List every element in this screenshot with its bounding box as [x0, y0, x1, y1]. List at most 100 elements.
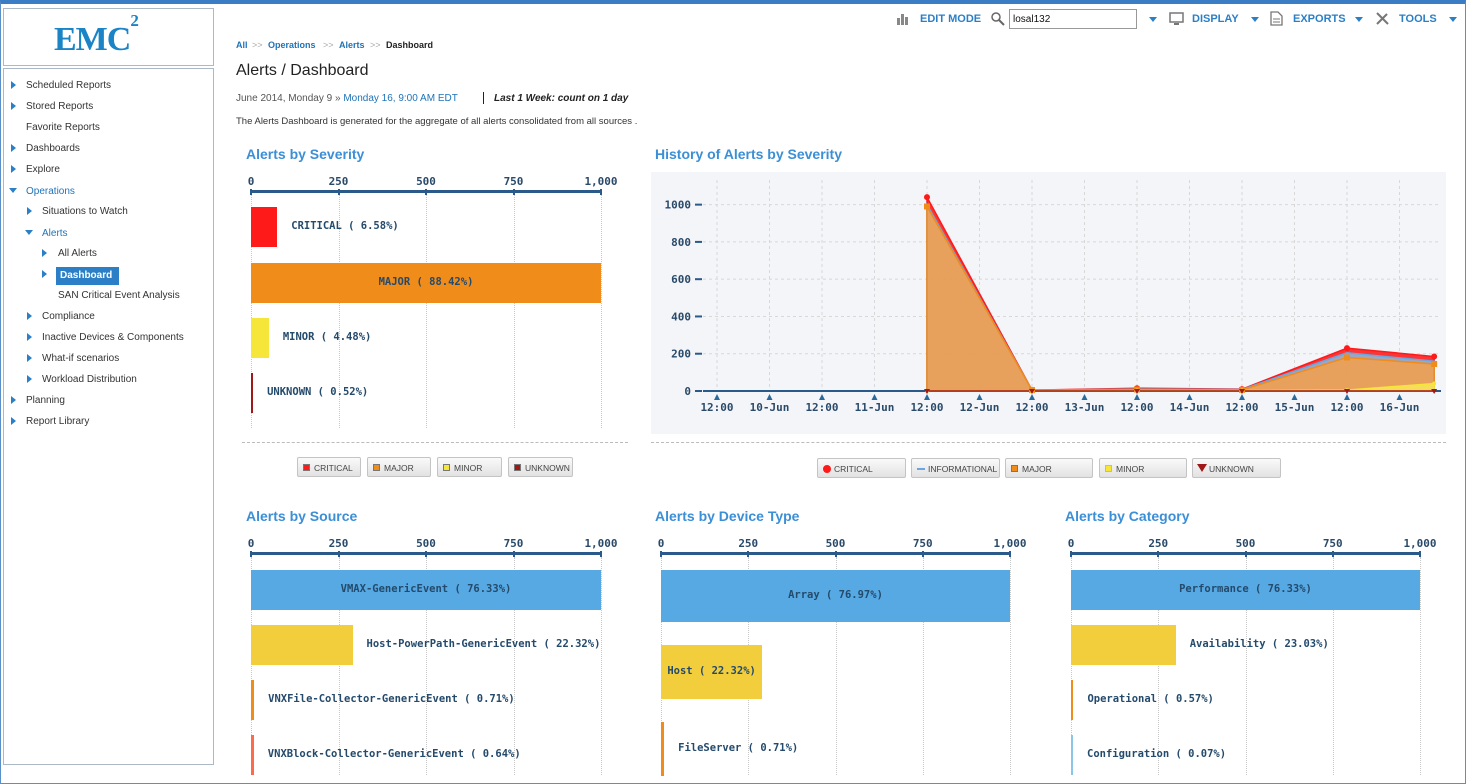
sidebar-item-dashboards[interactable]: Dashboards [26, 143, 80, 154]
expand-arrow-icon[interactable] [11, 165, 16, 173]
sidebar-item-planning[interactable]: Planning [26, 395, 65, 406]
date-end[interactable]: Monday 16, 9:00 AM EDT [343, 93, 458, 104]
x-tick-label: 10-Jun [750, 401, 790, 414]
legend-minor[interactable]: MINOR [1099, 458, 1187, 478]
expand-arrow-icon[interactable] [11, 81, 16, 89]
sidebar-item-inactive-devices[interactable]: Inactive Devices & Components [42, 332, 184, 343]
bar-label: Configuration ( 0.07%) [1087, 748, 1227, 760]
breadcrumb-alerts[interactable]: Alerts [339, 40, 365, 50]
x-tick-label: 12:00 [700, 401, 733, 414]
tools-wrench-icon[interactable] [1375, 11, 1390, 26]
legend-major[interactable]: MAJOR [367, 457, 431, 477]
display-dropdown-caret-icon[interactable] [1251, 17, 1259, 22]
grid-line [835, 557, 837, 775]
tools-menu[interactable]: TOOLS [1399, 13, 1437, 25]
sidebar-item-what-if-scenarios[interactable]: What-if scenarios [42, 353, 120, 364]
legend-label: MAJOR [384, 463, 414, 473]
date-start[interactable]: June 2014, Monday 9 [236, 93, 333, 104]
expand-arrow-icon[interactable] [27, 354, 32, 362]
x-tick-label: 14-Jun [1170, 401, 1210, 414]
axis-tick-label: 500 [416, 175, 436, 188]
tools-dropdown-caret-icon[interactable] [1449, 17, 1457, 22]
axis-tick-mark [600, 189, 602, 195]
exports-dropdown-caret-icon[interactable] [1355, 17, 1363, 22]
x-tick-marker [976, 394, 983, 400]
legend-label: MINOR [1116, 464, 1145, 474]
axis-tick-label: 500 [416, 537, 436, 550]
date-range[interactable]: June 2014, Monday 9 » Monday 16, 9:00 AM… [236, 93, 458, 104]
period-selector[interactable]: Last 1 Week: count on 1 day [494, 93, 629, 104]
grid-line [426, 195, 427, 428]
sidebar-item-operations[interactable]: Operations [26, 186, 75, 197]
breadcrumb-all[interactable]: All [236, 40, 248, 50]
bar-vnxblock-collector-genericevent [251, 735, 254, 775]
edit-mode-button[interactable]: EDIT MODE [920, 13, 982, 25]
point-critical [1431, 353, 1438, 360]
sidebar-item-all-alerts[interactable]: All Alerts [58, 248, 97, 259]
sidebar-item-dashboard-selected[interactable]: Dashboard [56, 267, 119, 285]
x-tick-marker [1081, 394, 1088, 400]
axis-tick-label: 0 [657, 537, 665, 550]
legend-major[interactable]: MAJOR [1005, 458, 1093, 478]
legend-critical[interactable]: CRITICAL [297, 457, 361, 477]
bar-label: MAJOR ( 88.42%) [378, 276, 474, 288]
bar-label: UNKNOWN ( 0.52%) [267, 386, 369, 398]
bar-fileserver [661, 722, 665, 776]
x-tick-label: 12-Jun [960, 401, 1000, 414]
bar-label: Operational ( 0.57%) [1087, 693, 1214, 705]
logo-box[interactable]: EMC2 [3, 8, 214, 66]
legend-unknown[interactable]: UNKNOWN [1192, 458, 1281, 478]
sidebar-item-explore[interactable]: Explore [26, 164, 60, 175]
expand-arrow-icon[interactable] [27, 207, 32, 215]
expand-arrow-icon[interactable] [42, 249, 47, 257]
breadcrumb-operations[interactable]: Operations [268, 40, 316, 50]
legend-minor[interactable]: MINOR [437, 457, 502, 477]
bar-label: MINOR ( 4.48%) [282, 331, 372, 343]
exports-document-icon[interactable] [1270, 11, 1283, 26]
collapse-arrow-icon[interactable] [25, 230, 33, 235]
search-input[interactable] [1009, 9, 1137, 29]
expand-arrow-icon[interactable] [27, 333, 32, 341]
sidebar-item-compliance[interactable]: Compliance [42, 311, 95, 322]
sidebar-item-favorite-reports[interactable]: Favorite Reports [26, 122, 100, 133]
legend-critical[interactable]: CRITICAL [817, 458, 906, 478]
sidebar-item-report-library[interactable]: Report Library [26, 416, 90, 427]
bar-label: VNXFile-Collector-GenericEvent ( 0.71%) [268, 693, 515, 705]
x-tick-marker [1239, 394, 1245, 400]
legend-swatch [303, 464, 310, 471]
search-dropdown-caret-icon[interactable] [1149, 17, 1157, 22]
legend-unknown[interactable]: UNKNOWN [508, 457, 573, 477]
sidebar-item-alerts[interactable]: Alerts [42, 228, 68, 239]
x-tick-marker [1396, 394, 1403, 400]
grid-line [1245, 557, 1247, 775]
collapse-arrow-icon[interactable] [9, 188, 17, 193]
divider [483, 92, 484, 104]
point-unknown [1344, 389, 1350, 394]
exports-menu[interactable]: EXPORTS [1293, 13, 1346, 25]
legend-informational[interactable]: INFORMATIONAL [911, 458, 1000, 478]
expand-arrow-icon[interactable] [27, 375, 32, 383]
sidebar-item-stored-reports[interactable]: Stored Reports [26, 101, 94, 112]
expand-arrow-icon[interactable] [42, 270, 47, 278]
panel-title-severity: Alerts by Severity [246, 146, 365, 162]
display-menu[interactable]: DISPLAY [1192, 13, 1239, 25]
expand-arrow-icon[interactable] [11, 144, 16, 152]
edit-mode-icon[interactable] [896, 12, 911, 25]
x-axis-line [251, 190, 601, 193]
bar-label: Performance ( 76.33%) [1179, 583, 1312, 595]
expand-arrow-icon[interactable] [27, 312, 32, 320]
panel-title-source: Alerts by Source [246, 508, 358, 524]
x-tick-marker [766, 394, 773, 400]
sidebar-item-situations-to-watch[interactable]: Situations to Watch [42, 206, 128, 217]
breadcrumb-separator: >> [323, 40, 334, 50]
expand-arrow-icon[interactable] [11, 417, 16, 425]
sidebar-item-workload-distribution[interactable]: Workload Distribution [42, 374, 137, 385]
expand-arrow-icon[interactable] [11, 396, 16, 404]
expand-arrow-icon[interactable] [11, 102, 16, 110]
bar-label: CRITICAL ( 6.58%) [291, 220, 399, 232]
axis-tick-label: 750 [503, 537, 524, 550]
sidebar-item-scheduled-reports[interactable]: Scheduled Reports [26, 80, 112, 91]
sidebar-item-san-critical-event-analysis[interactable]: SAN Critical Event Analysis [58, 290, 180, 301]
y-tick-label: 800 [671, 236, 691, 249]
display-monitor-icon[interactable] [1169, 12, 1184, 26]
